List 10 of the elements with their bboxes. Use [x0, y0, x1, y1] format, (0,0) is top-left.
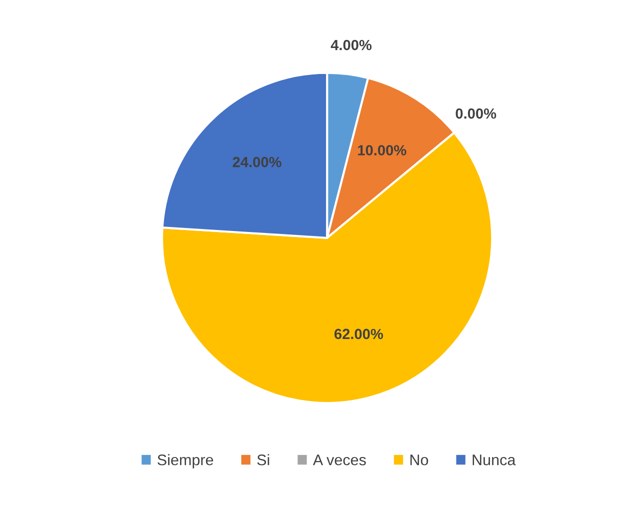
legend-label: No [410, 454, 428, 466]
legend-label: Si [257, 454, 270, 466]
legend-label: A veces [312, 454, 366, 466]
text: 0.00% [456, 108, 496, 119]
data-label: 4.00% [330, 40, 372, 50]
legend-label: Nunca [472, 454, 516, 466]
data-label: 62.00% [334, 328, 384, 340]
legend-label: Siempre [158, 454, 214, 468]
data-label: 10.00% [358, 145, 406, 156]
data-label: 24.00% [232, 156, 282, 168]
